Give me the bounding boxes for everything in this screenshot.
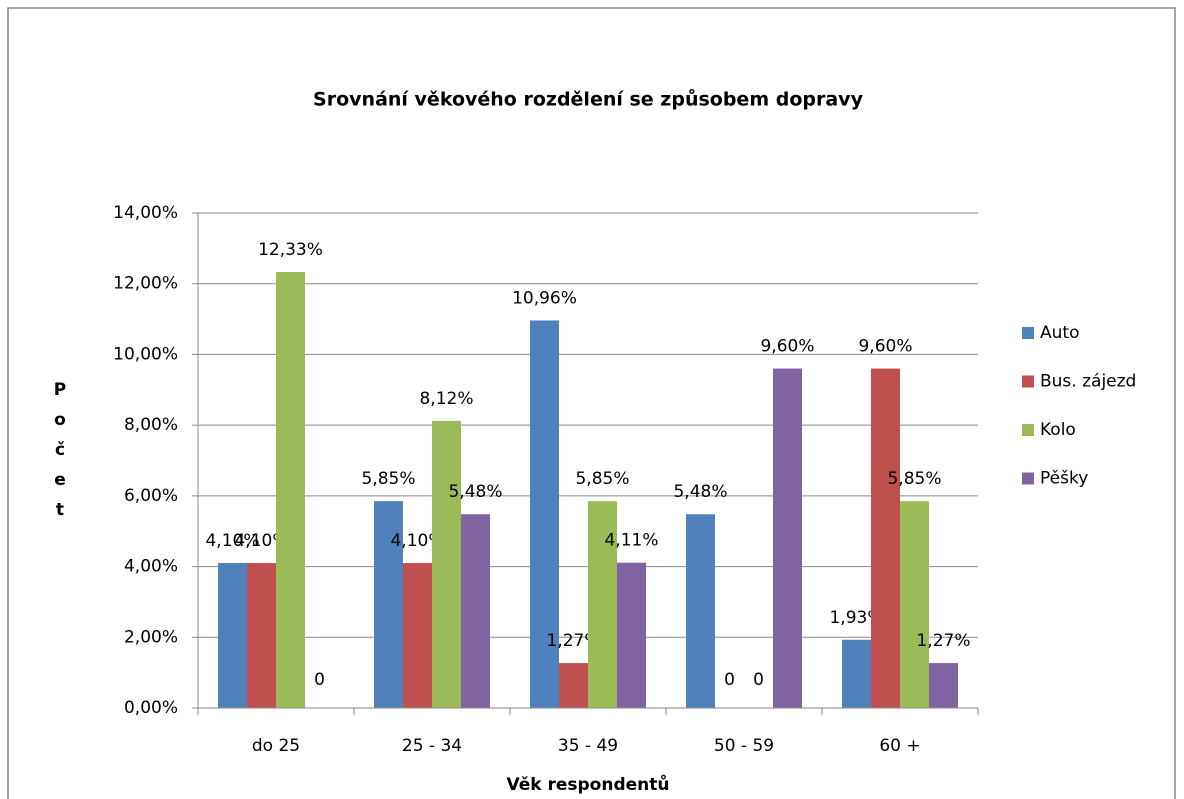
x-tick-label: do 25 [252,736,300,756]
bar [559,663,588,708]
y-tick-label: 0,00% [124,698,178,718]
data-label: 0 [314,670,325,690]
data-label: 0 [724,670,735,690]
data-label: 5,48% [673,482,727,502]
legend-label: Pěšky [1040,469,1088,489]
bar [686,514,715,708]
data-label: 10,96% [512,288,577,308]
bar [432,420,461,708]
data-label: 12,33% [258,240,323,260]
data-label: 5,85% [361,469,415,489]
data-label: 8,12% [419,389,473,409]
data-label: 1,27% [916,631,970,651]
bar [403,563,432,708]
data-label: 5,85% [575,469,629,489]
data-label: 4,10% [234,531,288,551]
data-label: 0 [753,670,764,690]
y-tick-label: 12,00% [113,274,178,294]
y-tick-label: 6,00% [124,486,178,506]
x-axis-title: Věk respondentů [507,773,670,795]
bar [374,501,403,708]
bar [842,639,871,708]
legend-swatch [1022,375,1034,388]
data-label: 4,10% [205,531,259,551]
legend-label: Bus. zájezd [1040,372,1136,392]
frame [7,7,1176,799]
bar [247,563,276,708]
bar [617,562,646,708]
y-axis-title: Počet [50,380,70,530]
data-label: 9,60% [760,337,814,357]
bar [276,272,305,708]
y-tick-label: 4,00% [124,557,178,577]
data-label: 9,60% [858,337,912,357]
legend-label: Auto [1040,323,1079,343]
bar [588,501,617,708]
data-label: 5,48% [448,482,502,502]
x-tick-label: 50 - 59 [714,736,774,756]
bar [218,563,247,708]
y-tick-label: 2,00% [124,627,178,647]
data-label: 5,85% [887,469,941,489]
x-tick-label: 60 + [879,736,920,756]
data-label: 4,10% [390,531,444,551]
bar [461,514,490,708]
data-label: 1,27% [546,631,600,651]
data-label: 4,11% [604,531,658,551]
legend-label: Kolo [1040,420,1076,440]
y-tick-label: 10,00% [113,344,178,364]
y-tick-label: 14,00% [113,203,178,223]
legend-swatch [1022,472,1034,485]
bar [773,368,802,708]
bar [530,320,559,708]
bar [929,663,958,708]
chart-title: Srovnání věkového rozdělení se způsobem … [313,88,864,111]
x-tick-label: 25 - 34 [402,736,462,756]
y-tick-label: 8,00% [124,415,178,435]
legend-swatch [1022,424,1034,436]
legend-swatch [1022,327,1034,339]
bar [900,501,929,708]
bar [871,368,900,708]
x-tick-label: 35 - 49 [558,736,618,756]
data-label: 1,93% [829,608,883,628]
